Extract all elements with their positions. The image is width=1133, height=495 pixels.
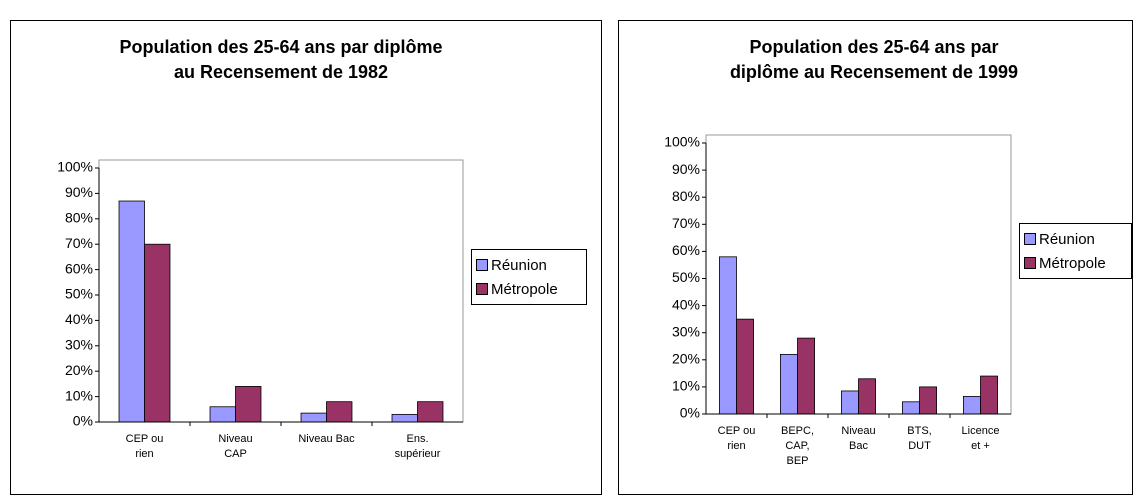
y-tick-label: 90% xyxy=(672,161,700,177)
bar xyxy=(326,401,353,423)
x-tick-label: Niveau Bac xyxy=(841,425,876,452)
plot-area xyxy=(705,134,1012,415)
legend-label: Métropole xyxy=(491,280,558,298)
x-tick-label: Ens. supérieur xyxy=(394,433,441,460)
y-tick-label: 20% xyxy=(65,362,93,378)
legend-label: Réunion xyxy=(1039,230,1095,248)
bar xyxy=(780,353,798,415)
y-tick-label: 90% xyxy=(65,184,93,200)
plot: 0% 10% 20% 30% 40% 50% 60% 70% 80% 90% 100% xyxy=(664,134,1012,421)
bar xyxy=(144,243,171,423)
x-tick-label: CEP ou rien xyxy=(717,425,756,452)
y-tick-label: 20% xyxy=(672,351,700,367)
x-tick-label: Niveau Bac xyxy=(298,433,355,445)
x-tick-label: CEP ou rien xyxy=(125,433,164,460)
y-tick-label: 60% xyxy=(672,242,700,258)
x-tick-label: Niveau CAP xyxy=(218,433,253,460)
legend-swatch xyxy=(476,283,488,295)
x-tick-label: BTS, DUT xyxy=(907,425,932,452)
bar xyxy=(235,386,262,423)
y-tick-label: 50% xyxy=(672,269,700,285)
y-tick-label: 40% xyxy=(672,296,700,312)
legend-entry: Réunion xyxy=(1024,227,1127,251)
legend-label: Métropole xyxy=(1039,254,1106,272)
plot: 0% 10% 20% 30% 40% 50% 60% 70% 80% 90% 100% xyxy=(57,159,464,429)
bar xyxy=(209,406,236,423)
bar xyxy=(417,401,444,423)
y-tick-label: 10% xyxy=(65,387,93,403)
bar xyxy=(902,401,920,415)
legend-swatch xyxy=(476,259,488,271)
legend-swatch xyxy=(1024,233,1036,245)
legend-entry: Réunion xyxy=(476,253,582,277)
y-tick-label: 100% xyxy=(664,134,700,150)
bar xyxy=(118,200,145,423)
chart-panel: Population des 25-64 ans par diplôme au … xyxy=(10,20,602,495)
bar xyxy=(719,256,737,415)
legend: Réunion Métropole xyxy=(1019,223,1132,279)
legend-label: Réunion xyxy=(491,256,547,274)
chart-panel: Population des 25-64 ans par diplôme au … xyxy=(618,20,1133,495)
x-tick-label: Licence et + xyxy=(961,425,1000,452)
legend-entry: Métropole xyxy=(1024,251,1127,275)
bar xyxy=(736,318,754,415)
x-tick-label: BEPC, CAP, BEP xyxy=(780,425,814,467)
bar xyxy=(858,378,876,415)
bar xyxy=(300,412,327,423)
y-tick-label: 10% xyxy=(672,378,700,394)
bar xyxy=(963,395,981,415)
legend: Réunion Métropole xyxy=(471,249,587,305)
bar xyxy=(391,413,418,423)
y-tick-label: 30% xyxy=(65,337,93,353)
bar xyxy=(919,386,937,415)
bar xyxy=(841,390,859,415)
y-tick-label: 50% xyxy=(65,286,93,302)
legend-entry: Métropole xyxy=(476,277,582,301)
y-tick-label: 0% xyxy=(73,413,93,429)
bar xyxy=(797,337,815,415)
y-tick-label: 60% xyxy=(65,260,93,276)
y-tick-label: 100% xyxy=(57,159,93,175)
bar xyxy=(980,375,998,415)
y-tick-label: 30% xyxy=(672,323,700,339)
y-tick-label: 40% xyxy=(65,311,93,327)
legend-swatch xyxy=(1024,257,1036,269)
chart-title: Population des 25-64 ans par diplôme au … xyxy=(119,37,443,82)
y-tick-label: 70% xyxy=(65,235,93,251)
y-tick-label: 80% xyxy=(65,210,93,226)
y-tick-label: 0% xyxy=(680,405,700,421)
chart-title: Population des 25-64 ans par diplôme au … xyxy=(729,37,1019,82)
y-tick-label: 80% xyxy=(672,188,700,204)
y-tick-label: 70% xyxy=(672,215,700,231)
